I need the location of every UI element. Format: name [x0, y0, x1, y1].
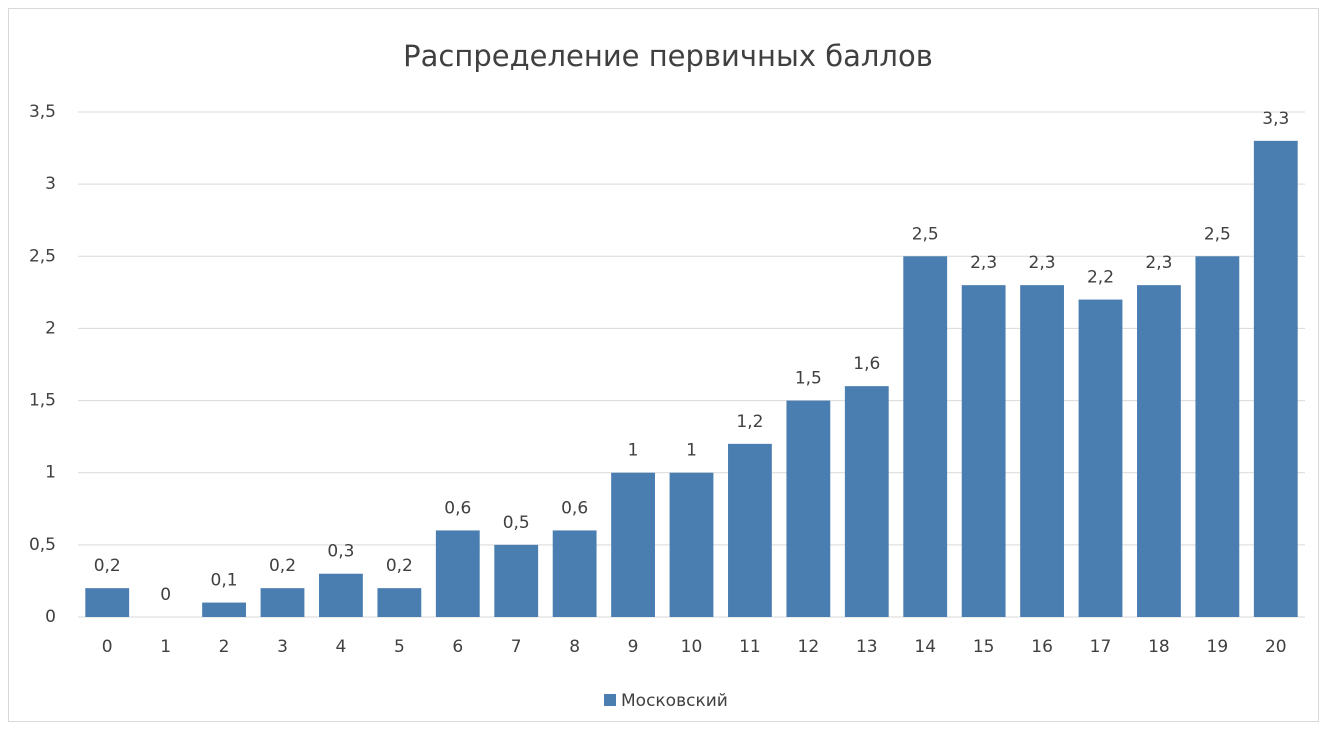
x-tick-label: 15 [973, 637, 995, 657]
x-tick-label: 6 [452, 637, 463, 657]
bar [1253, 140, 1298, 617]
x-tick-label: 14 [914, 637, 936, 657]
bar [1195, 256, 1240, 617]
y-tick-label: 2 [45, 318, 56, 338]
x-tick-label: 7 [511, 637, 522, 657]
bar [85, 588, 130, 617]
x-tick-label: 13 [856, 637, 878, 657]
data-label: 3,3 [1262, 109, 1289, 129]
data-label: 0,6 [444, 498, 471, 518]
data-label: 1 [628, 441, 639, 461]
x-tick-label: 16 [1031, 637, 1053, 657]
bar [260, 588, 305, 617]
bar [961, 285, 1006, 617]
x-tick-label: 10 [681, 637, 703, 657]
data-label: 0,2 [386, 556, 413, 576]
y-tick-label: 3,5 [29, 102, 56, 122]
y-tick-label: 1 [45, 463, 56, 483]
x-tick-label: 17 [1090, 637, 1112, 657]
x-tick-label: 0 [102, 637, 113, 657]
legend-swatch [604, 694, 616, 706]
x-tick-label: 1 [160, 637, 171, 657]
bar [319, 573, 363, 617]
x-tick-label: 2 [219, 637, 230, 657]
y-tick-label: 1,5 [29, 391, 56, 411]
y-tick-label: 3 [45, 174, 56, 194]
data-label: 0 [160, 585, 171, 605]
data-label: 2,5 [912, 224, 939, 244]
x-tick-label: 20 [1265, 637, 1287, 657]
data-label: 0,2 [94, 556, 121, 576]
bar [1078, 299, 1123, 617]
bar [202, 602, 246, 617]
bar [611, 472, 655, 617]
y-tick-label: 0 [45, 607, 56, 627]
data-label: 0,2 [269, 556, 296, 576]
bar [903, 256, 948, 617]
bar [669, 472, 714, 617]
bar [435, 530, 480, 617]
data-label: 2,5 [1204, 224, 1231, 244]
legend-label: Московский [621, 691, 728, 711]
x-tick-label: 3 [277, 637, 288, 657]
x-tick-label: 18 [1148, 637, 1170, 657]
data-label: 2,3 [1145, 253, 1172, 273]
data-label: 2,3 [1029, 253, 1056, 273]
x-tick-label: 12 [798, 637, 820, 657]
bar [728, 443, 772, 617]
data-label: 1,2 [736, 412, 763, 432]
x-tick-label: 11 [739, 637, 761, 657]
data-label: 1 [686, 441, 697, 461]
data-label: 0,3 [327, 542, 354, 562]
x-tick-label: 19 [1207, 637, 1229, 657]
chart-title: Распределение первичных баллов [403, 39, 933, 73]
bar [1020, 285, 1064, 617]
data-label: 0,1 [211, 571, 238, 591]
data-label: 0,6 [561, 498, 588, 518]
bar [844, 386, 889, 617]
data-label: 1,5 [795, 369, 822, 389]
x-tick-label: 4 [336, 637, 347, 657]
x-tick-label: 5 [394, 637, 405, 657]
bar [786, 400, 831, 617]
data-label: 2,3 [970, 253, 997, 273]
bar [377, 588, 422, 617]
data-label: 1,6 [853, 354, 880, 374]
x-tick-label: 8 [569, 637, 580, 657]
y-tick-label: 0,5 [29, 535, 56, 555]
x-tick-label: 9 [628, 637, 639, 657]
bar [552, 530, 597, 617]
data-label: 0,5 [503, 513, 530, 533]
y-tick-label: 2,5 [29, 246, 56, 266]
bar [1137, 285, 1181, 617]
data-label: 2,2 [1087, 268, 1114, 288]
bar [494, 544, 539, 617]
